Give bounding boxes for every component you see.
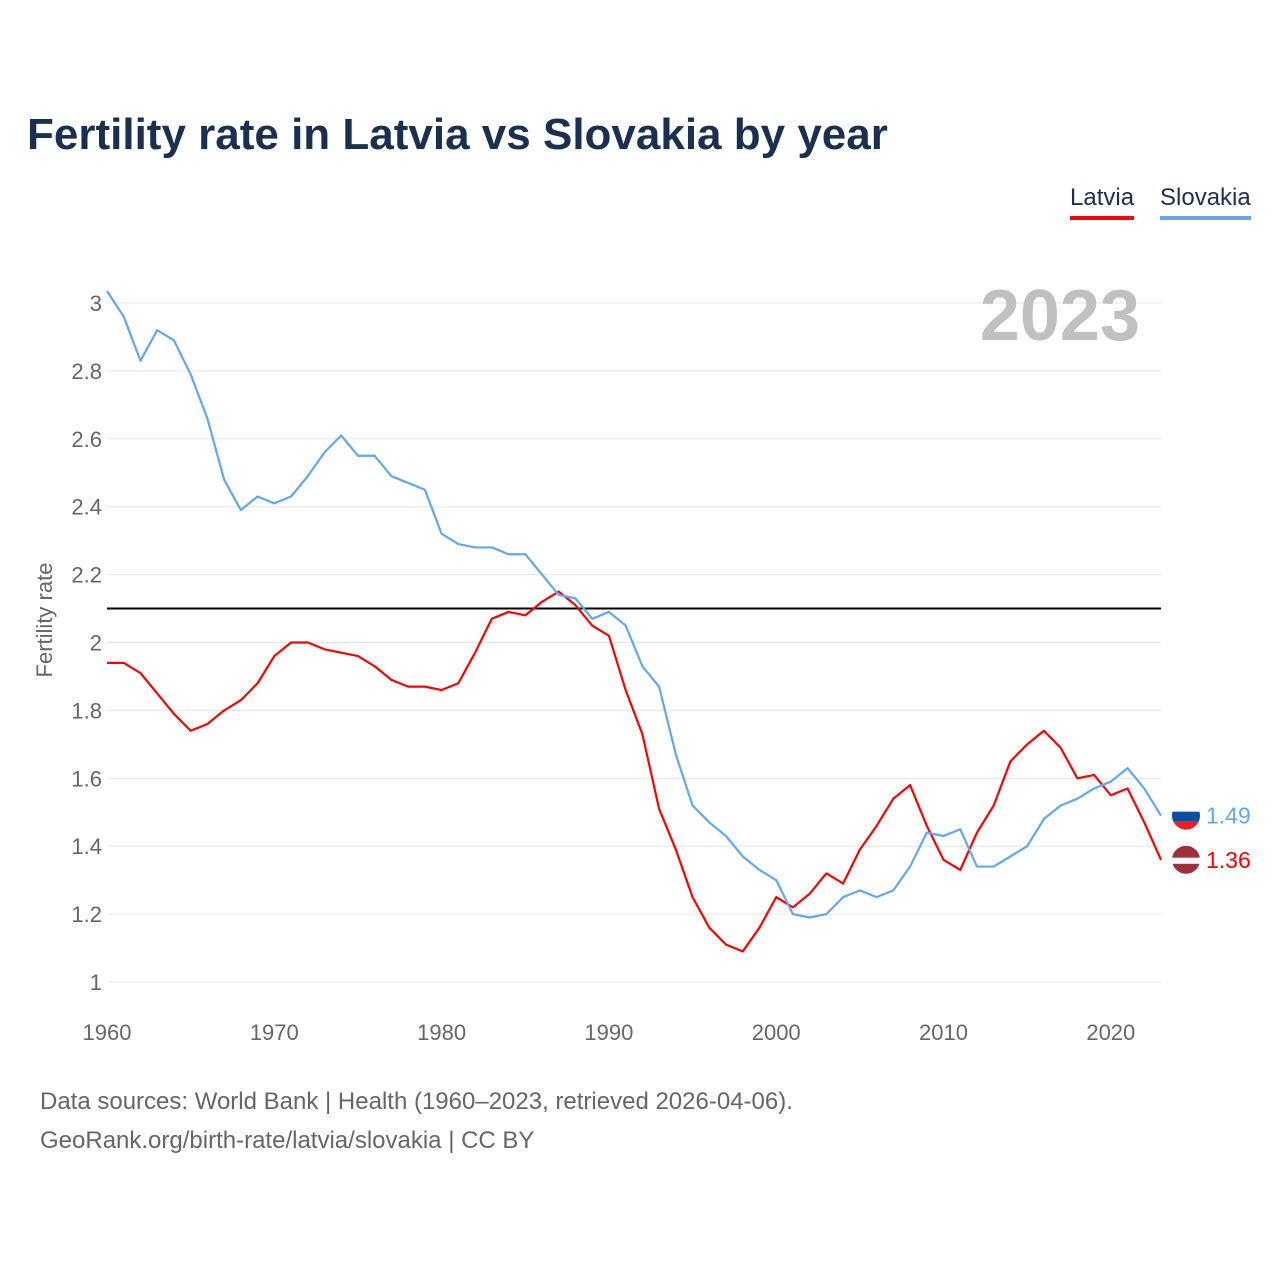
end-value-label-latvia: 1.36: [1206, 847, 1251, 873]
chart-title: Fertility rate in Latvia vs Slovakia by …: [27, 110, 888, 159]
end-value-label-slovakia: 1.49: [1206, 803, 1251, 829]
x-tick-label: 2000: [752, 1020, 801, 1045]
y-tick-label: 3: [90, 291, 102, 316]
x-tick-label: 1980: [417, 1020, 466, 1045]
footer-credit: GeoRank.org/birth-rate/latvia/slovakia |…: [40, 1127, 535, 1154]
y-tick-label: 2: [90, 631, 102, 656]
legend-item-latvia[interactable]: Latvia: [1070, 184, 1135, 220]
x-tick-label: 1960: [83, 1020, 132, 1045]
series-line-latvia: [107, 590, 1163, 953]
y-tick-label: 2.2: [71, 563, 102, 588]
series-line-slovakia: [106, 290, 1162, 919]
y-tick-label: 1.4: [71, 834, 102, 859]
y-axis-label: Fertility rate: [32, 563, 57, 678]
y-tick-label: 2.6: [71, 427, 102, 452]
y-tick-label: 2.4: [71, 495, 102, 520]
y-tick-label: 1.2: [71, 902, 102, 927]
legend-item-slovakia[interactable]: Slovakia: [1160, 184, 1251, 220]
y-tick-label: 1.8: [71, 698, 102, 723]
x-tick-label: 1990: [584, 1020, 633, 1045]
x-tick-label: 1970: [250, 1020, 299, 1045]
y-tick-label: 2.8: [71, 359, 102, 384]
x-tick-label: 2010: [919, 1020, 968, 1045]
footer-sources: Data sources: World Bank | Health (1960–…: [40, 1088, 793, 1115]
y-tick-label: 1.6: [71, 766, 102, 791]
flag-latvia-icon: [1172, 845, 1200, 874]
year-label: 2023: [980, 276, 1140, 356]
flag-slovakia-icon: [1172, 801, 1200, 830]
x-tick-label: 2020: [1086, 1020, 1135, 1045]
y-tick-label: 1: [90, 970, 102, 995]
